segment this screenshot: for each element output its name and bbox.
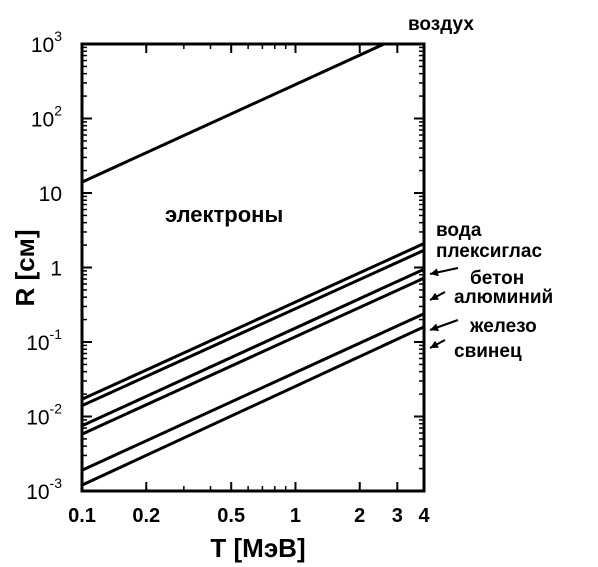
y-tick-exponent: -3 [50, 475, 63, 491]
series-line-5 [80, 312, 426, 472]
series-line-6 [80, 325, 426, 487]
y-tick-label: 1 [50, 258, 62, 281]
arrow-head-icon [430, 268, 439, 277]
y-tick-label: 10-2 [26, 401, 62, 430]
y-tick-base: 1 [50, 258, 62, 281]
x-tick-label: 3 [392, 505, 403, 527]
series-label-5: железо [469, 316, 537, 337]
series-label-3: бетон [470, 268, 524, 289]
series-label-0: воздух [408, 14, 474, 35]
series-label-2: плексиглас [436, 241, 542, 262]
series-layer [80, 42, 426, 487]
series-line-3 [80, 267, 426, 428]
series-line-4 [80, 276, 426, 436]
x-tick-label: 4 [418, 505, 430, 527]
chart-annotation: электроны [165, 202, 283, 227]
series-line-1 [80, 242, 426, 401]
x-tick-label: 1 [290, 505, 301, 527]
y-tick-base: 10 [26, 481, 49, 504]
y-tick-base: 10 [26, 332, 49, 355]
y-tick-exponent: 3 [54, 28, 62, 44]
plot-frame [80, 42, 426, 493]
y-tick-label: 102 [31, 103, 62, 132]
y-tick-label: 103 [31, 28, 62, 57]
series-label-4: алюминий [454, 287, 553, 308]
y-tick-label: 10-3 [26, 475, 62, 504]
x-tick-label: 0.2 [132, 505, 160, 527]
arrow-head-icon [430, 323, 439, 332]
series-line-2 [80, 248, 426, 408]
label-layer: 0.1 0.2 0.5 1 2 3 410-310-210-1110102103воздух… [26, 14, 553, 527]
y-tick-exponent: 2 [54, 103, 62, 119]
series-line-0 [80, 42, 386, 184]
x-axis-label: T [МэВ] [210, 533, 305, 563]
x-tick-label: 2 [354, 505, 365, 527]
series-label-6: свинец [454, 341, 522, 362]
y-tick-label: 10-1 [26, 326, 62, 355]
y-tick-base: 10 [31, 109, 54, 132]
arrow-head-icon [430, 292, 439, 300]
y-tick-base: 10 [39, 183, 62, 206]
x-tick-label: 0.5 [217, 505, 245, 527]
y-tick-exponent: -2 [50, 401, 63, 417]
series-label-1: вода [436, 220, 482, 241]
y-axis-label: R [см] [10, 229, 40, 306]
y-tick-exponent: -1 [50, 326, 63, 342]
y-tick-base: 10 [26, 407, 49, 430]
y-tick-label: 10 [39, 183, 62, 206]
y-tick-base: 10 [31, 34, 54, 57]
x-tick-label: 0.1 [68, 505, 96, 527]
arrow-head-icon [430, 340, 439, 348]
